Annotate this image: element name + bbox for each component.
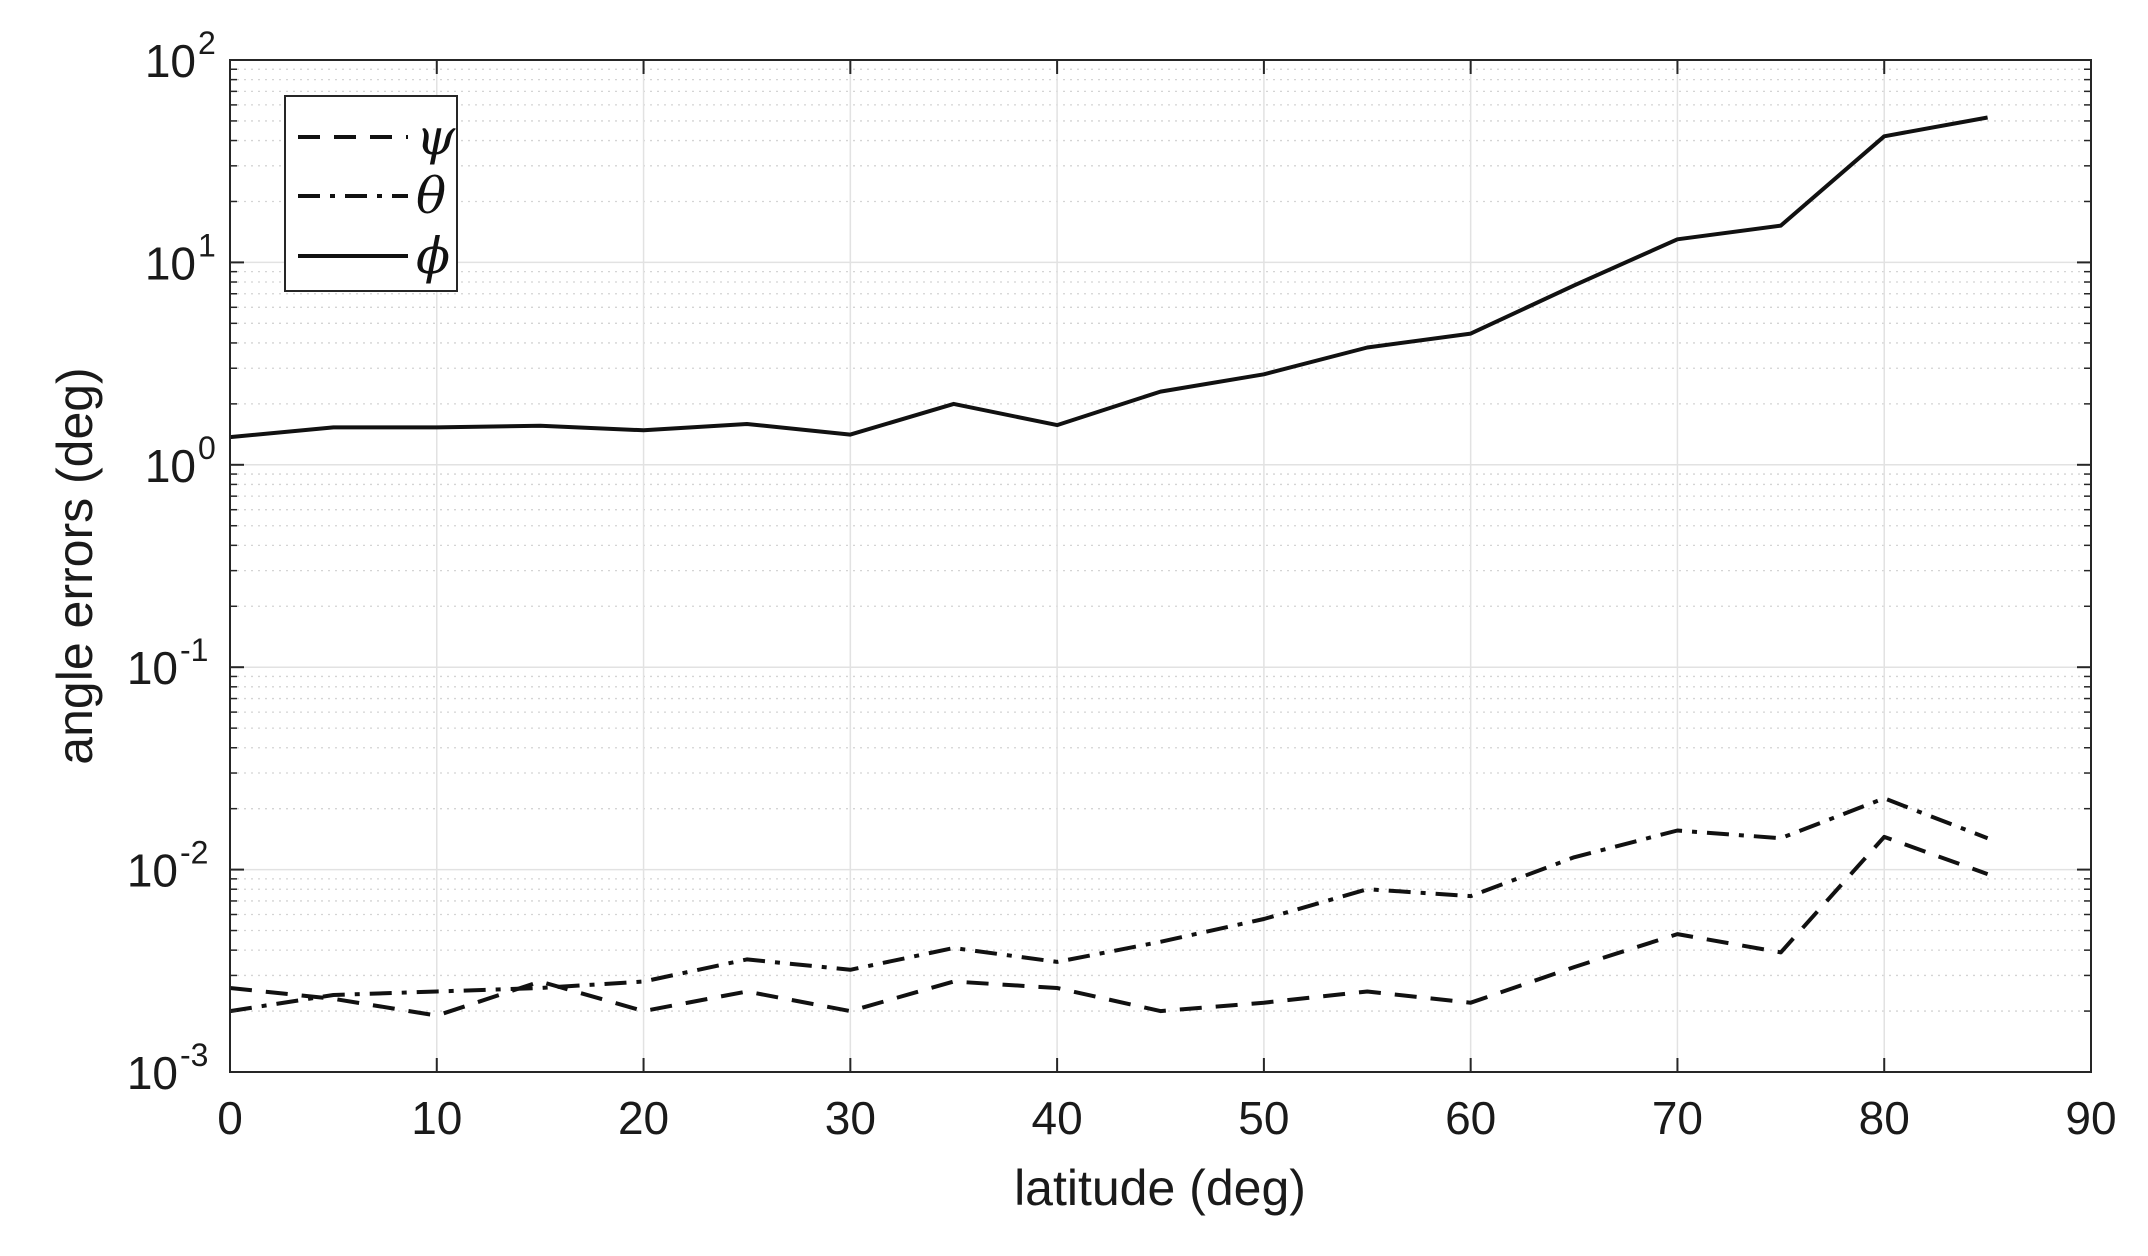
x-tick-label: 0: [217, 1092, 243, 1144]
plot-frame: [229, 59, 2092, 1073]
x-tick-labels: 0 10 20 30 40 50 60 70 80 90: [217, 1092, 2116, 1144]
y-tick-exponent: 2: [198, 25, 216, 61]
legend: ψθϕ: [284, 95, 458, 292]
y-tick-base: 10: [145, 237, 196, 289]
y-tick-base: 10: [127, 845, 178, 897]
series-line: [229, 115, 1988, 440]
legend-label: θ: [416, 167, 446, 225]
y-tick-base: 10: [145, 35, 196, 87]
y-tick-label: 10 -1: [127, 632, 209, 694]
series-lines: [229, 115, 1989, 1018]
y-tick-exponent: 0: [198, 430, 216, 466]
x-tick-label: 50: [1238, 1092, 1289, 1144]
x-tick-label: 40: [1032, 1092, 1083, 1144]
x-tick-label: 90: [2065, 1092, 2116, 1144]
x-tick-label: 30: [825, 1092, 876, 1144]
y-tick-exponent: -1: [180, 632, 208, 668]
x-axis-title: latitude (deg): [1014, 1160, 1306, 1216]
axis-ticks: [229, 59, 2092, 1073]
series-line: [229, 796, 1989, 1014]
y-tick-label: 10 -3: [127, 1037, 209, 1099]
legend-entry: ϕ: [298, 227, 450, 285]
y-tick-base: 10: [127, 1047, 178, 1099]
y-tick-label: 10 0: [145, 430, 216, 492]
y-tick-exponent: 1: [198, 227, 216, 263]
legend-entry: ψ: [298, 108, 456, 166]
legend-label: ϕ: [416, 227, 450, 285]
y-tick-base: 10: [127, 642, 178, 694]
y-tick-label: 10 -2: [127, 835, 209, 897]
plot-background: [230, 60, 2091, 1072]
x-tick-label: 80: [1859, 1092, 1910, 1144]
x-tick-label: 20: [618, 1092, 669, 1144]
legend-box: [284, 95, 458, 292]
y-tick-label: 10 2: [145, 25, 216, 87]
y-axis-title: angle errors (deg): [47, 367, 103, 764]
y-tick-exponent: -2: [180, 835, 208, 871]
x-tick-label: 70: [1652, 1092, 1703, 1144]
legend-label: ψ: [416, 108, 456, 166]
legend-entry: θ: [298, 167, 446, 225]
y-tick-base: 10: [145, 440, 196, 492]
y-tick-label: 10 1: [145, 227, 216, 289]
y-tick-exponent: -3: [180, 1037, 208, 1073]
x-tick-label: 10: [411, 1092, 462, 1144]
x-tick-label: 60: [1445, 1092, 1496, 1144]
